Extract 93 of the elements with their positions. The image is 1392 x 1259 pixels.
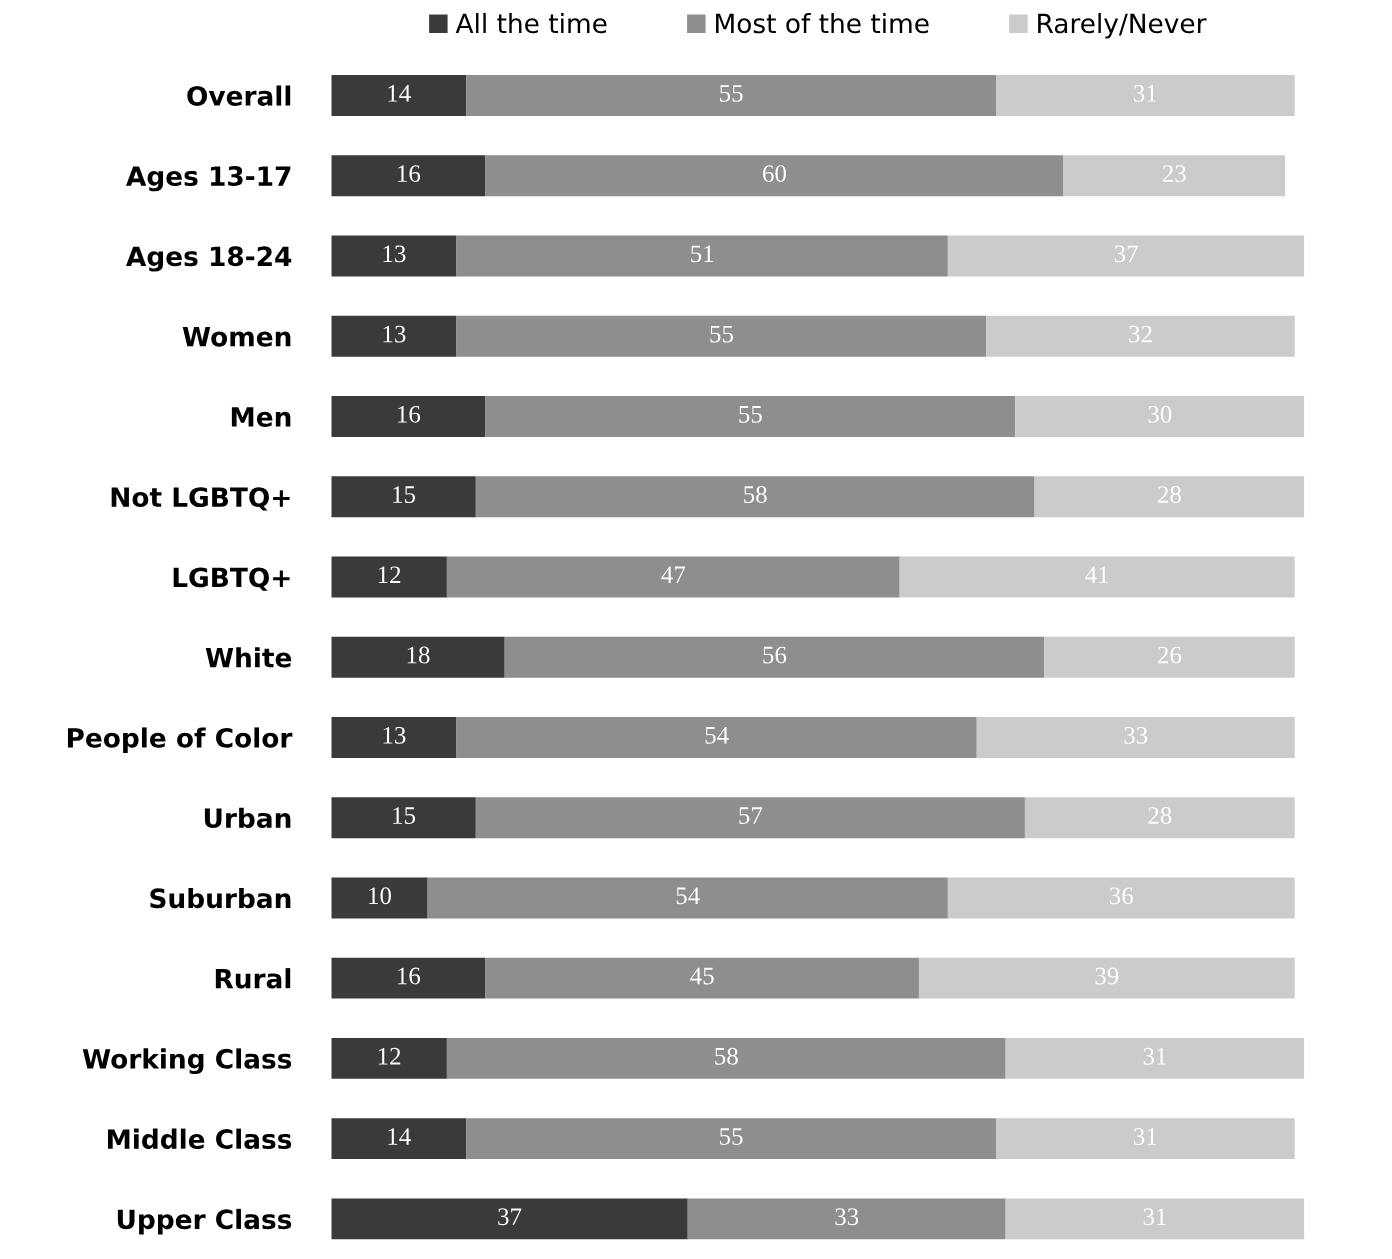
data-label: 12 [378, 1047, 401, 1065]
bar [947, 877, 1295, 919]
data-label: 14 [388, 85, 411, 102]
bar [331, 957, 486, 999]
bar [947, 235, 1305, 277]
y-tick-label: Men [231, 407, 291, 427]
y-tick-label: Ages 13-17 [126, 166, 291, 192]
y-tick-label: Suburban [150, 887, 291, 909]
data-label: 12 [378, 566, 401, 583]
bar [331, 1037, 447, 1079]
bar [485, 957, 919, 999]
bar [331, 315, 457, 357]
data-label: 13 [383, 726, 406, 744]
data-label: 14 [388, 1128, 411, 1145]
y-tick-label: Overall [187, 85, 291, 106]
legend-label: Most of the time [716, 12, 929, 34]
bar [918, 957, 1295, 999]
data-label: 16 [398, 405, 421, 423]
bar [456, 716, 977, 758]
y-tick-label: Upper Class [117, 1208, 292, 1235]
data-label: 47 [661, 566, 686, 583]
bar [899, 556, 1295, 598]
bar [331, 155, 486, 197]
y-tick-label: LGBTQ+ [173, 567, 290, 591]
y-tick-label: People of Color [67, 727, 293, 753]
y-tick-label: Urban [204, 807, 291, 829]
data-label: 16 [398, 165, 421, 183]
bar [1005, 1037, 1305, 1079]
y-tick-label: Ages 18-24 [126, 246, 292, 272]
bar [427, 877, 948, 919]
bar [466, 1118, 997, 1160]
bar [1063, 155, 1286, 197]
bar [986, 315, 1295, 357]
bar [1034, 476, 1305, 518]
bar [331, 396, 486, 437]
data-label: 33 [835, 1208, 859, 1226]
data-label: 58 [715, 1047, 738, 1065]
y-tick-label: Not LGBTQ+ [111, 487, 290, 511]
data-label: 37 [498, 1208, 522, 1226]
data-label: 45 [690, 967, 714, 985]
data-label: 56 [763, 646, 787, 664]
bar [331, 797, 476, 839]
data-label: 54 [676, 887, 700, 905]
data-label: 16 [398, 967, 421, 985]
y-tick-label: White [205, 647, 292, 668]
bar [1015, 396, 1305, 437]
bar [331, 877, 428, 919]
data-label: 15 [393, 486, 416, 503]
bar [996, 1118, 1295, 1160]
data-label: 57 [739, 807, 763, 824]
y-tick-label: Working Class [82, 1048, 292, 1075]
bar [446, 556, 900, 598]
y-tick-label: Rural [215, 968, 291, 989]
data-label: 60 [763, 165, 786, 183]
data-label: 13 [383, 245, 406, 263]
legend-label: Rarely/Never [1038, 12, 1207, 39]
bar [331, 476, 476, 518]
bar [331, 1118, 467, 1160]
data-label: 55 [710, 325, 733, 343]
bar [331, 1198, 688, 1240]
bar [446, 1037, 1006, 1079]
bar [331, 235, 457, 277]
bar [331, 636, 505, 678]
bar [466, 75, 997, 116]
bar [456, 315, 987, 357]
bar [331, 556, 447, 598]
legend-label: All the time [455, 12, 607, 34]
bar [976, 716, 1295, 758]
bar [996, 75, 1295, 116]
data-label: 55 [720, 85, 743, 102]
data-label: 55 [739, 406, 762, 423]
bar [1024, 797, 1295, 839]
bar [485, 155, 1064, 197]
bar [1044, 636, 1295, 678]
y-tick-label: Middle Class [107, 1128, 292, 1150]
bar [504, 636, 1045, 678]
bar [1005, 1198, 1305, 1240]
bar [485, 396, 1016, 437]
data-label: 58 [744, 486, 767, 503]
data-label: 54 [705, 726, 729, 744]
bar [456, 235, 948, 277]
bar [475, 476, 1035, 518]
data-label: 15 [393, 807, 416, 824]
y-tick-label: Women [182, 327, 291, 347]
bar [475, 797, 1025, 839]
bar [687, 1198, 1006, 1240]
data-label: 51 [691, 245, 714, 263]
data-label: 13 [383, 325, 406, 343]
data-label: 18 [407, 646, 430, 664]
data-label: 55 [720, 1128, 743, 1145]
bar [331, 716, 457, 758]
bar [331, 75, 467, 116]
data-label: 10 [369, 887, 392, 905]
